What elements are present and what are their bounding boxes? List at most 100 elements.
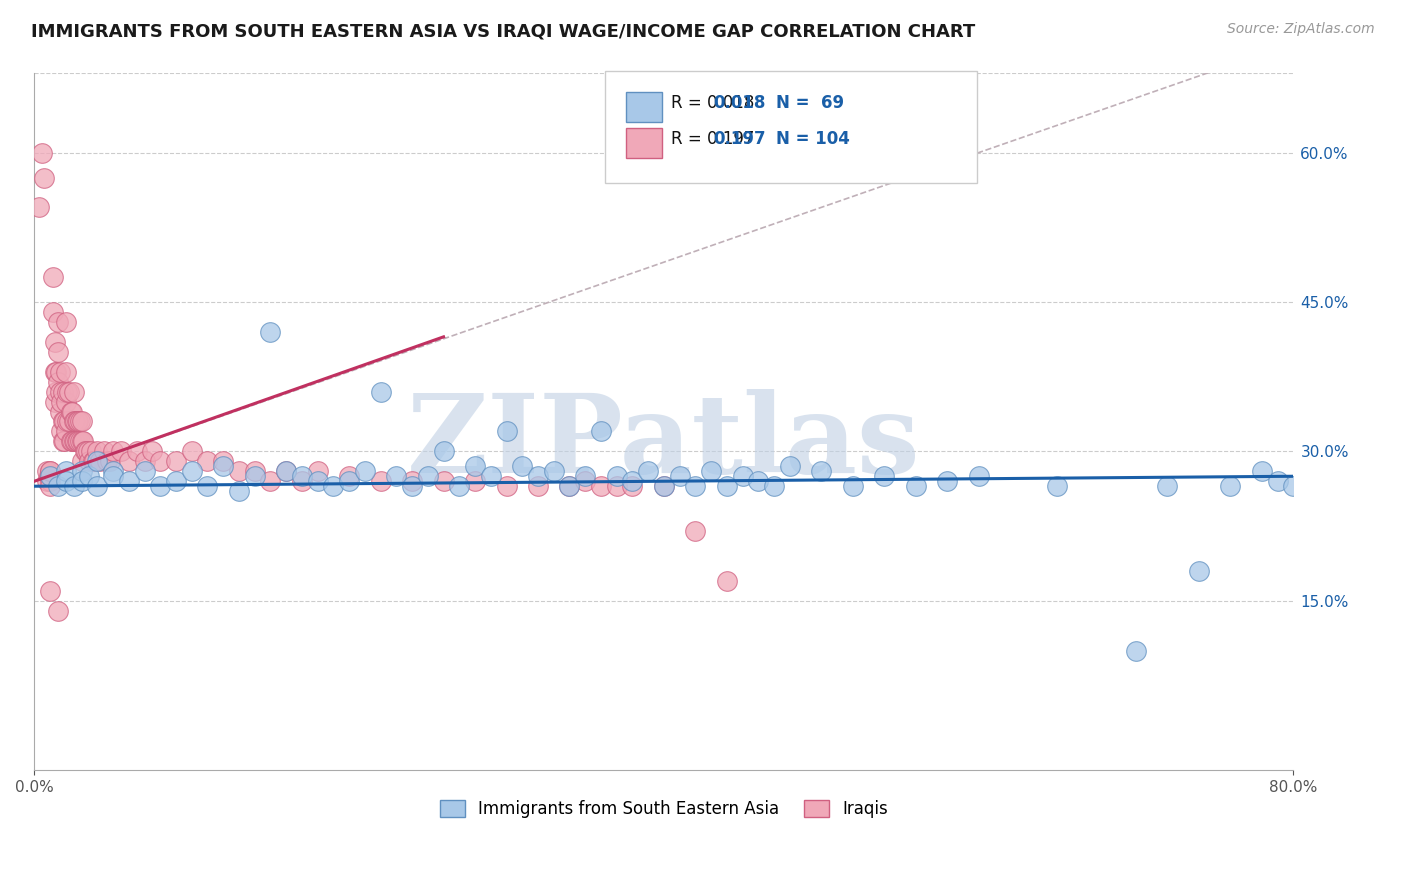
Point xyxy=(70,415,93,429)
Point xyxy=(510,459,533,474)
Point xyxy=(125,444,148,458)
Point xyxy=(276,464,298,478)
Point xyxy=(55,394,77,409)
Point xyxy=(53,415,76,429)
Point xyxy=(747,474,769,488)
Point xyxy=(62,434,84,449)
Point xyxy=(35,474,58,488)
Point xyxy=(527,479,550,493)
Point xyxy=(38,469,60,483)
Point xyxy=(39,464,62,478)
Point xyxy=(59,404,82,418)
Text: N =  69: N = 69 xyxy=(776,95,844,112)
Point xyxy=(212,459,235,474)
Point xyxy=(44,394,66,409)
Point xyxy=(73,444,96,458)
Point xyxy=(385,469,408,483)
Point xyxy=(337,469,360,483)
Point xyxy=(39,583,62,598)
Point xyxy=(39,464,62,478)
Point xyxy=(637,464,659,478)
Point xyxy=(49,425,72,439)
Point xyxy=(93,444,115,458)
Point xyxy=(228,464,250,478)
Point xyxy=(197,454,219,468)
Point xyxy=(55,464,77,478)
Point xyxy=(69,415,91,429)
Point xyxy=(39,469,62,483)
Text: Source: ZipAtlas.com: Source: ZipAtlas.com xyxy=(1227,22,1375,37)
Point xyxy=(370,474,392,488)
Point xyxy=(416,469,439,483)
Point xyxy=(1156,479,1178,493)
Point xyxy=(1046,479,1069,493)
Point xyxy=(58,384,80,399)
Point xyxy=(70,464,93,478)
Point xyxy=(39,469,62,483)
Point xyxy=(62,384,84,399)
Point xyxy=(543,464,565,478)
Point xyxy=(606,469,628,483)
Point xyxy=(69,434,91,449)
Point xyxy=(401,479,423,493)
Point xyxy=(75,444,97,458)
Point xyxy=(45,384,67,399)
Point xyxy=(28,201,51,215)
Text: R = 0.018: R = 0.018 xyxy=(671,95,754,112)
Point xyxy=(80,444,103,458)
Point xyxy=(1219,479,1241,493)
Point xyxy=(118,454,141,468)
Point xyxy=(46,479,69,493)
Text: R = 0.197: R = 0.197 xyxy=(671,130,754,148)
Point xyxy=(165,474,187,488)
Point xyxy=(716,574,738,588)
Point xyxy=(370,384,392,399)
Point xyxy=(668,469,690,483)
Point xyxy=(779,459,801,474)
Text: 0.197: 0.197 xyxy=(713,130,765,148)
Point xyxy=(66,415,89,429)
Point xyxy=(32,170,55,185)
Point xyxy=(48,404,70,418)
Point xyxy=(35,464,58,478)
Point xyxy=(86,444,108,458)
Point xyxy=(56,415,79,429)
Point xyxy=(1125,643,1147,657)
Point xyxy=(967,469,990,483)
Point xyxy=(79,454,101,468)
Point xyxy=(685,479,707,493)
Point xyxy=(652,479,675,493)
Point xyxy=(354,464,377,478)
Point xyxy=(96,454,118,468)
Point xyxy=(134,454,156,468)
Point xyxy=(574,474,596,488)
Point xyxy=(873,469,896,483)
Point xyxy=(79,469,101,483)
Legend: Immigrants from South Eastern Asia, Iraqis: Immigrants from South Eastern Asia, Iraq… xyxy=(433,793,894,824)
Point xyxy=(652,479,675,493)
Point xyxy=(39,479,62,493)
Point xyxy=(31,145,53,160)
Point xyxy=(558,479,581,493)
Point xyxy=(39,474,62,488)
Point xyxy=(810,464,832,478)
Point xyxy=(118,474,141,488)
Point xyxy=(449,479,471,493)
Point xyxy=(49,394,72,409)
Point xyxy=(46,315,69,329)
Point xyxy=(101,469,124,483)
Point xyxy=(1188,564,1211,578)
Point xyxy=(165,454,187,468)
Point xyxy=(101,444,124,458)
Point xyxy=(72,434,94,449)
Point xyxy=(149,479,172,493)
Point xyxy=(52,415,75,429)
Point xyxy=(1267,474,1289,488)
Point xyxy=(259,325,281,339)
Point xyxy=(48,365,70,379)
Point xyxy=(432,474,454,488)
Point xyxy=(841,479,863,493)
Point xyxy=(59,434,82,449)
Point xyxy=(243,469,266,483)
Point xyxy=(55,315,77,329)
